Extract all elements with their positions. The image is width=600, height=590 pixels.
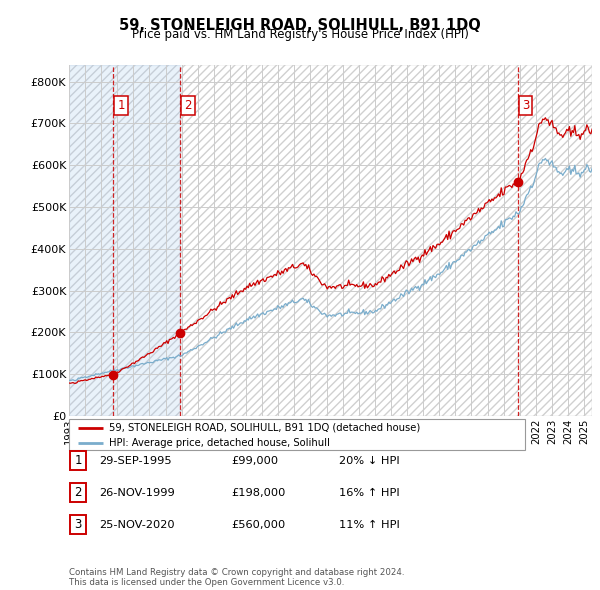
Text: 3: 3: [522, 99, 530, 112]
Text: 59, STONELEIGH ROAD, SOLIHULL, B91 1DQ: 59, STONELEIGH ROAD, SOLIHULL, B91 1DQ: [119, 18, 481, 32]
Text: 1: 1: [74, 454, 82, 467]
Text: 2: 2: [184, 99, 191, 112]
Text: 11% ↑ HPI: 11% ↑ HPI: [339, 520, 400, 529]
Text: 3: 3: [74, 518, 82, 531]
Text: Price paid vs. HM Land Registry's House Price Index (HPI): Price paid vs. HM Land Registry's House …: [131, 28, 469, 41]
Text: 20% ↓ HPI: 20% ↓ HPI: [339, 456, 400, 466]
Text: 29-SEP-1995: 29-SEP-1995: [99, 456, 172, 466]
Text: 59, STONELEIGH ROAD, SOLIHULL, B91 1DQ (detached house): 59, STONELEIGH ROAD, SOLIHULL, B91 1DQ (…: [109, 423, 421, 433]
Text: 26-NOV-1999: 26-NOV-1999: [99, 488, 175, 497]
Text: 1: 1: [117, 99, 125, 112]
Text: 16% ↑ HPI: 16% ↑ HPI: [339, 488, 400, 497]
Text: £99,000: £99,000: [231, 456, 278, 466]
Text: HPI: Average price, detached house, Solihull: HPI: Average price, detached house, Soli…: [109, 438, 330, 447]
Text: 2: 2: [74, 486, 82, 499]
FancyBboxPatch shape: [70, 515, 86, 534]
Text: £198,000: £198,000: [231, 488, 286, 497]
Text: 25-NOV-2020: 25-NOV-2020: [99, 520, 175, 529]
FancyBboxPatch shape: [70, 483, 86, 502]
FancyBboxPatch shape: [70, 451, 86, 470]
Bar: [69, 65, 180, 416]
Text: Contains HM Land Registry data © Crown copyright and database right 2024.
This d: Contains HM Land Registry data © Crown c…: [69, 568, 404, 587]
FancyBboxPatch shape: [69, 419, 525, 450]
Text: £560,000: £560,000: [231, 520, 285, 529]
